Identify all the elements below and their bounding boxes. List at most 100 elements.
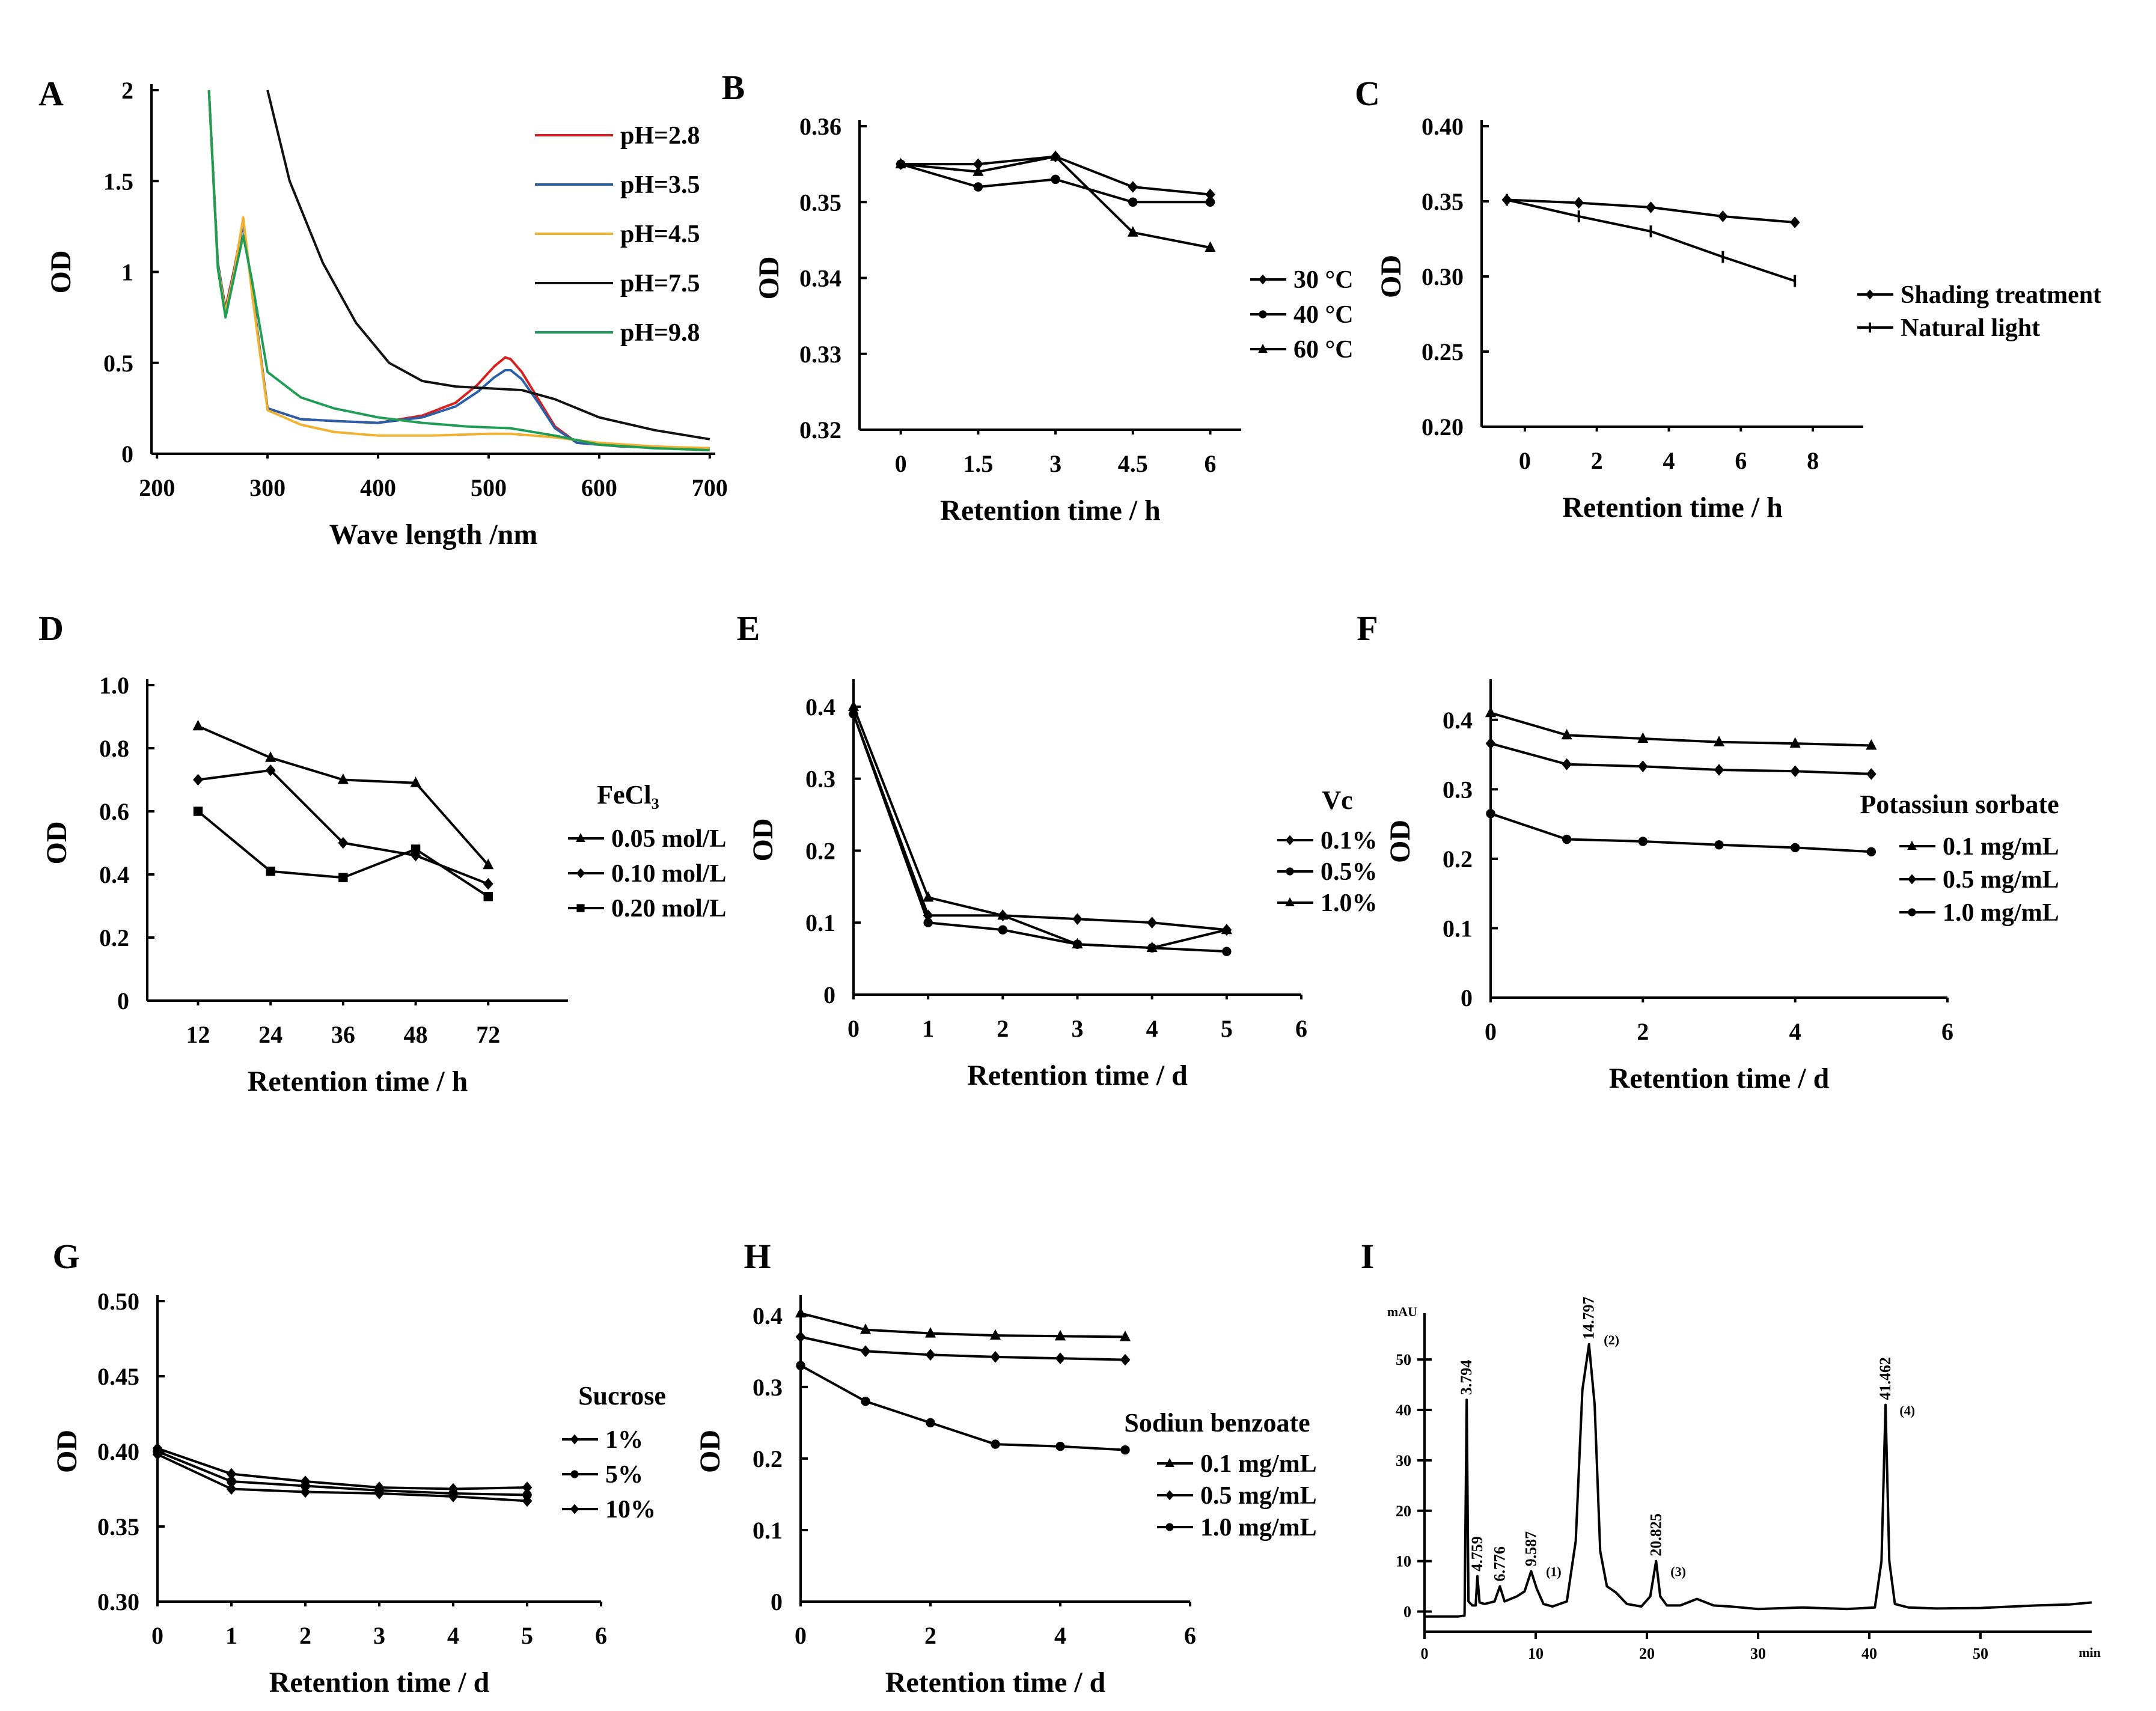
marker-point xyxy=(926,1418,935,1428)
marker-point xyxy=(483,892,493,901)
x-tick-label: 36 xyxy=(331,1021,355,1048)
y-tick-label: 0.32 xyxy=(799,416,841,444)
panel-b: B 0.32 0.33 0.34 0.35 0.36 0 1.5 3 4.5 6 Retention … xyxy=(722,68,1354,526)
series-3 xyxy=(796,1361,1130,1455)
marker-point xyxy=(338,873,348,882)
x-tick-label: 1.5 xyxy=(963,450,993,477)
y-tick-label: 40 xyxy=(1396,1401,1411,1419)
series-3 xyxy=(193,807,493,901)
series-2 xyxy=(896,159,1215,207)
marker-point xyxy=(847,700,860,711)
y-tick-label: 1.5 xyxy=(103,168,133,195)
marker-point xyxy=(265,751,276,762)
y-axis-title: mAU xyxy=(1387,1304,1417,1319)
legend: 30 °C 40 °C 60 °C xyxy=(1250,266,1354,364)
series-5 xyxy=(207,90,710,451)
y-tick-label: 0.2 xyxy=(753,1445,783,1472)
x-tick-label: 40 xyxy=(1861,1645,1877,1662)
marker-point xyxy=(265,764,276,776)
x-tick-label: 4 xyxy=(1663,447,1675,474)
legend: Potassiun sorbate 0.1 mg/mL 0.5 mg/mL 1.0 m… xyxy=(1860,790,2059,927)
y-tick-label: 1.0 xyxy=(99,672,129,699)
peak-label: 6.776 xyxy=(1491,1546,1508,1582)
marker-point xyxy=(226,1468,237,1480)
marker-point xyxy=(152,1448,163,1460)
y-tick-label: 0.35 xyxy=(1422,188,1464,215)
series-line xyxy=(207,90,710,451)
series-line xyxy=(157,1453,528,1502)
marker-point xyxy=(1258,344,1268,353)
panel-label: F xyxy=(1357,609,1378,648)
marker-point xyxy=(374,1487,385,1499)
x-tick-label: 48 xyxy=(404,1021,428,1048)
marker-point xyxy=(1054,1329,1066,1341)
peak-label: 3.794 xyxy=(1458,1360,1475,1395)
legend-entry: pH=7.5 xyxy=(620,270,700,297)
panel-d: D 0 0.2 0.4 0.6 0.8 1.0 12 24 36 48 72 Retention tim… xyxy=(38,609,726,1097)
marker-point xyxy=(193,773,203,786)
marker-point xyxy=(192,719,204,731)
series-line xyxy=(852,713,1227,932)
marker-point xyxy=(301,1481,310,1491)
marker-point xyxy=(1072,913,1083,926)
y-tick-label: 0 xyxy=(117,987,129,1014)
x-tick-label: 600 xyxy=(581,474,617,501)
peak-label: 20.825 xyxy=(1647,1513,1664,1557)
y-tick-label: 0.50 xyxy=(97,1288,139,1315)
marker-point xyxy=(1907,841,1917,850)
marker-point xyxy=(570,1504,579,1514)
series-1 xyxy=(1425,1343,2092,1618)
panel-label: A xyxy=(38,74,64,113)
marker-point xyxy=(925,1349,936,1361)
legend-title: Sodiun benzoate xyxy=(1124,1408,1310,1438)
marker-point xyxy=(1146,941,1158,953)
marker-point xyxy=(973,165,984,176)
x-tick-label: 12 xyxy=(186,1021,210,1048)
legend: Vc 0.1% 0.5% 1.0% xyxy=(1277,785,1378,917)
marker-point xyxy=(1258,274,1268,285)
series-1 xyxy=(192,719,494,870)
x-axis-title: Retention time / h xyxy=(1562,492,1783,523)
legend-entry: 0.1 mg/mL xyxy=(1943,833,2059,861)
y-tick-label: 0.25 xyxy=(1422,338,1464,365)
series-line xyxy=(266,90,710,441)
marker-point xyxy=(1789,737,1801,748)
series-3 xyxy=(847,700,1232,953)
x-tick-label: 10 xyxy=(1528,1645,1544,1662)
marker-point xyxy=(1120,1445,1130,1455)
y-tick-label: 30 xyxy=(1396,1452,1411,1469)
marker-point xyxy=(193,807,203,816)
legend-entry: pH=4.5 xyxy=(620,221,700,248)
y-tick-label: 0.35 xyxy=(799,189,841,216)
x-tick-label: 3 xyxy=(1049,450,1061,477)
legend-entry: 1.0 mg/mL xyxy=(1943,899,2059,927)
marker-point xyxy=(1485,706,1497,718)
marker-point xyxy=(924,1327,936,1338)
marker-point xyxy=(923,891,934,902)
marker-point xyxy=(1222,947,1232,956)
marker-point xyxy=(570,1470,579,1478)
marker-point xyxy=(1866,847,1877,857)
marker-point xyxy=(1717,210,1728,222)
y-tick-label: 1 xyxy=(121,259,133,286)
marker-point xyxy=(1714,840,1724,850)
legend-entry: 0.1 mg/mL xyxy=(1200,1450,1317,1478)
x-tick-label: 24 xyxy=(258,1021,282,1048)
x-axis-title: Retention time / d xyxy=(885,1667,1106,1698)
legend-title: FeCl₃ xyxy=(597,780,659,810)
marker-point xyxy=(483,858,494,870)
marker-point xyxy=(1789,216,1800,228)
y-tick-label: 0.1 xyxy=(805,909,835,936)
y-tick-label: 0.2 xyxy=(1443,846,1473,873)
x-tick-label: 5 xyxy=(521,1622,533,1649)
series-line xyxy=(852,713,1227,953)
x-axis-title: Retention time / d xyxy=(1609,1063,1830,1094)
marker-point xyxy=(1638,837,1648,846)
marker-point xyxy=(1051,174,1060,185)
marker-point xyxy=(1120,1353,1131,1366)
y-tick-label: 0 xyxy=(823,981,835,1008)
x-tick-label: 0 xyxy=(847,1015,860,1042)
y-tick-label: 0 xyxy=(1461,984,1473,1011)
peak-number-label: (1) xyxy=(1546,1564,1562,1579)
series-3 xyxy=(895,150,1216,252)
